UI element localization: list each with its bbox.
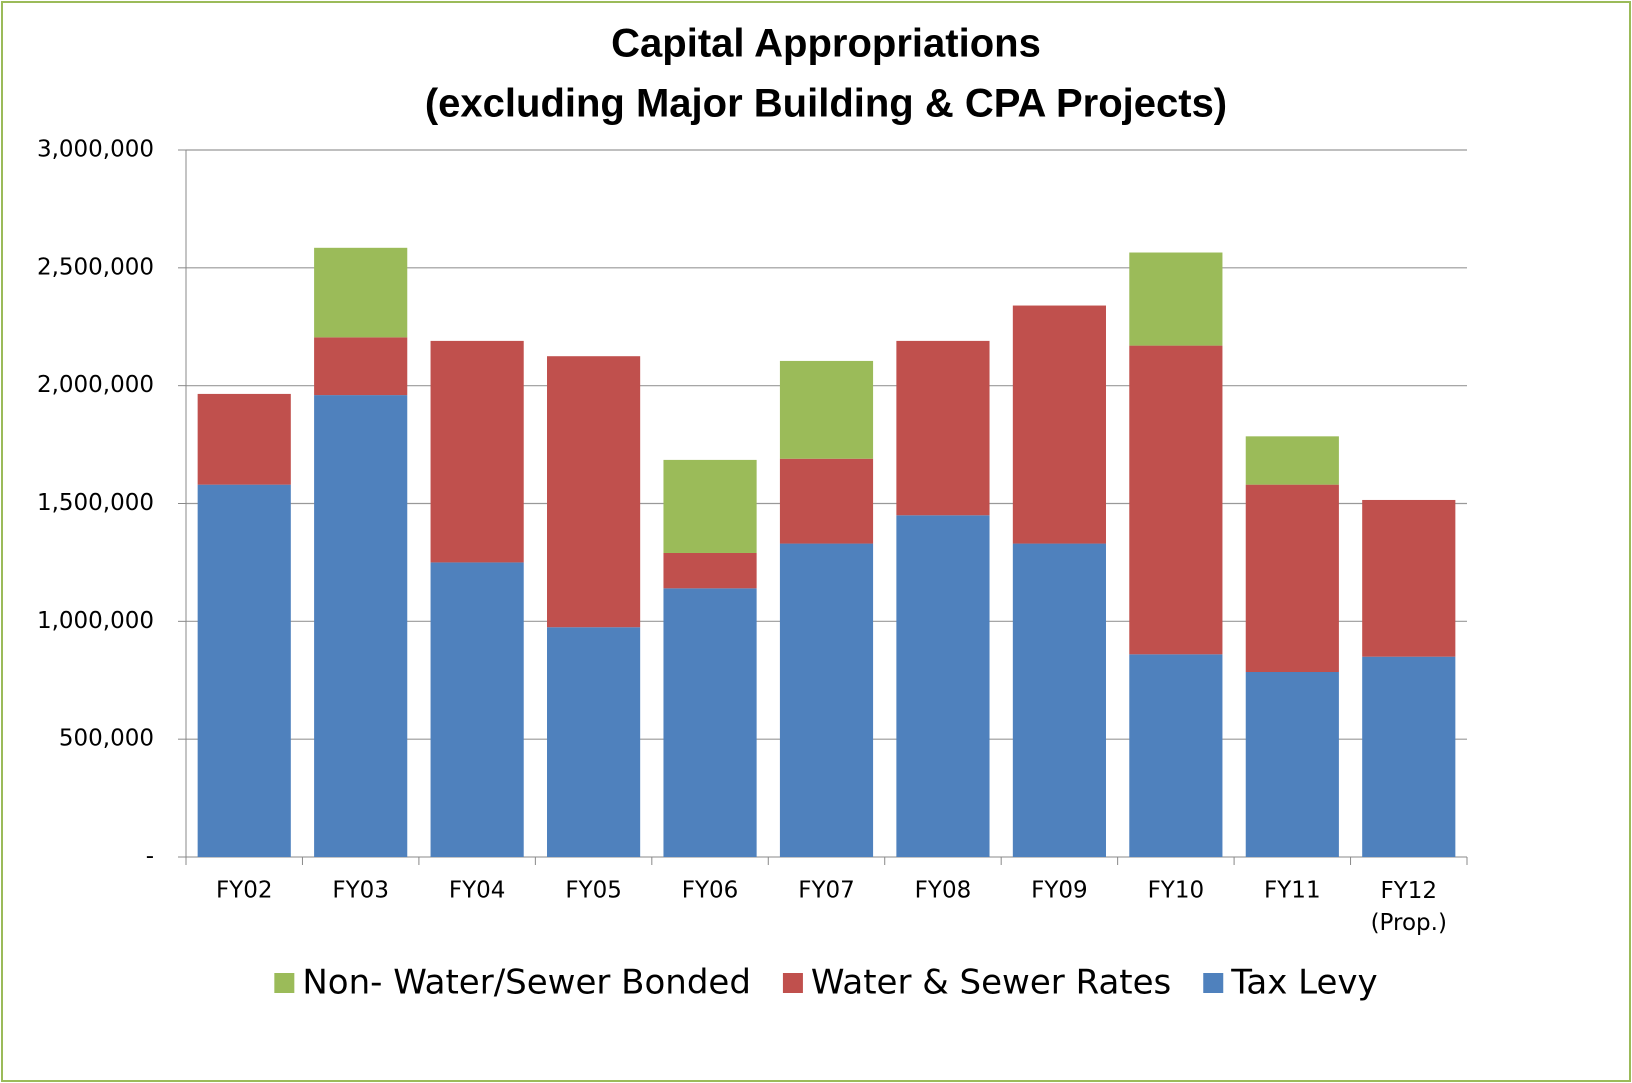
x-tick-label: FY07 [798,878,855,904]
bar-segment [779,543,874,857]
bar-segment [314,337,408,396]
x-tick-label: FY12 (Prop.) [1371,878,1447,936]
bar-segment [1129,345,1223,655]
bar-segment [779,458,874,544]
chart-title: Capital Appropriations [611,22,1041,66]
x-tick-label: FY02 [216,878,273,904]
legend-label: Tax Levy [1230,963,1377,1003]
legend-swatch [1203,973,1224,993]
x-tick-label: FY08 [915,878,972,904]
x-tick-label: FY10 [1148,878,1205,904]
legend-item: Tax Levy [1203,963,1378,1003]
bar-segment [1129,654,1223,857]
bar-segment [314,247,408,338]
x-tick-label: FY03 [332,878,389,904]
y-tick-label: 2,500,000 [37,254,154,280]
bar-segment [663,459,757,553]
bar-segment [1129,252,1223,346]
bar-segment [430,562,524,857]
legend-item: Water & Sewer Rates [782,963,1171,1003]
y-tick-label: - [146,844,154,870]
y-tick-label: 1,000,000 [37,608,154,634]
bar-segment [547,356,641,628]
bar-segment [1362,499,1456,657]
legend-label: Water & Sewer Rates [811,963,1171,1003]
bar-segment [430,340,524,563]
x-tick-label: FY11 [1264,878,1321,904]
legend-item: Non- Water/Sewer Bonded [274,963,751,1003]
legend-label: Non- Water/Sewer Bonded [302,963,751,1003]
bar-segment [547,627,641,857]
x-tick-label: FY09 [1031,878,1088,904]
legend-swatch [782,973,803,993]
bar-segment [1245,484,1339,673]
legend-swatch [274,973,295,993]
y-tick-label: 1,500,000 [37,490,154,516]
bar-segment [1012,543,1106,857]
x-tick-label: FY05 [565,878,622,904]
bar-segment [779,360,874,459]
bar-segment [1245,436,1339,485]
x-tick-label: FY04 [449,878,506,904]
y-tick-label: 3,000,000 [37,137,154,163]
bar-segment [1362,656,1456,857]
bar-segment [197,484,291,857]
chart-subtitle: (excluding Major Building & CPA Projects… [425,82,1227,126]
bar-segment [1012,305,1106,544]
bar-segment [663,588,757,857]
bar-segment [896,340,990,516]
bar-segment [1245,672,1339,857]
x-tick-label: FY06 [682,878,739,904]
bar-segment [896,515,990,857]
bar-segment [663,552,757,589]
legend: Non- Water/Sewer Bonded Water & Sewer Rat… [274,963,1378,1003]
bar-segment [314,395,408,857]
y-tick-label: 2,000,000 [37,372,154,398]
bar-segment [197,393,291,485]
y-tick-label: 500,000 [59,726,154,752]
